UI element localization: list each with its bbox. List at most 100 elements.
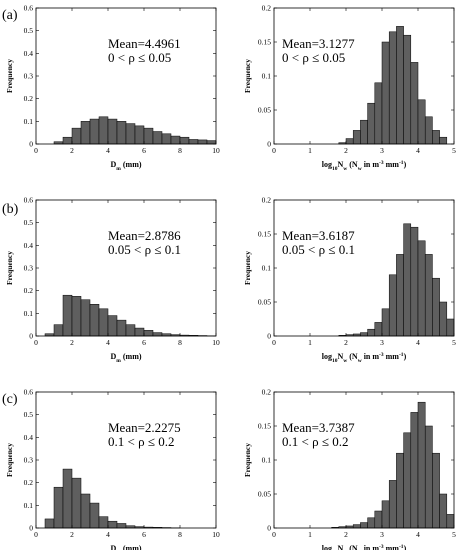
x-tick-label: 4 [416, 146, 420, 155]
histogram-bar [432, 277, 440, 337]
histogram-bar [352, 524, 361, 529]
histogram-bar [403, 223, 412, 337]
y-tick-label: 0.1 [24, 117, 34, 126]
rho-range-annotation: 0.1 < ρ ≤ 0.2 [108, 434, 174, 449]
histogram-bar [89, 118, 100, 145]
histogram-bar [381, 500, 390, 529]
x-tick-label: 0 [272, 146, 276, 155]
histogram-bar [439, 301, 448, 337]
y-tick-label: 0.4 [24, 49, 34, 58]
histogram-bar [360, 522, 368, 529]
y-tick-label: 0.05 [258, 106, 271, 115]
x-tick-label: 8 [178, 338, 182, 347]
x-tick-label: 6 [142, 530, 146, 539]
histogram-bar [381, 41, 390, 145]
y-axis-label: Frequency [243, 251, 252, 285]
mean-annotation: Mean=3.7387 [282, 420, 355, 435]
histogram-bar [80, 493, 91, 529]
x-axis-label: Dm (mm) [110, 352, 141, 364]
x-tick-label: 8 [178, 146, 182, 155]
rho-range-annotation: 0 < ρ ≤ 0.05 [108, 50, 171, 65]
histogram-bar [143, 330, 154, 337]
x-tick-label: 1 [308, 146, 312, 155]
histogram-bar [134, 125, 145, 145]
y-tick-label: 0.1 [24, 309, 34, 318]
x-tick-label: 0 [272, 530, 276, 539]
histogram-bar [446, 514, 455, 529]
histogram-bar [396, 26, 404, 145]
y-tick-label: 0.15 [258, 38, 271, 47]
histogram-bar [360, 119, 368, 145]
x-axis-label: log10Nw (Nw in m-3 mm-1) [322, 544, 407, 550]
x-tick-label: 4 [416, 530, 420, 539]
histogram-bar [53, 486, 64, 529]
x-axis-label: log10Nw (Nw in m-3 mm-1) [322, 160, 407, 172]
histogram-bar [125, 123, 136, 145]
histogram-bar [446, 318, 455, 337]
histogram-bar [62, 294, 73, 337]
histogram-bar [107, 520, 118, 529]
y-tick-label: 0.3 [24, 72, 34, 81]
y-axis-label: Frequency [243, 59, 252, 93]
chart-panel: 0 2 4 6 8 10 0 0.1 0.2 0.3 0.4 0.5 0.6 Frequency Dm (m… [5, 4, 220, 173]
x-tick-label: 3 [380, 146, 384, 155]
chart-panel: 0 2 4 6 8 10 0 0.1 0.2 0.3 0.4 0.5 0.6 Frequency Dm (m… [5, 196, 220, 365]
histogram-bar [107, 118, 118, 145]
x-tick-label: 5 [452, 146, 456, 155]
x-tick-label: 4 [106, 530, 110, 539]
y-axis-label: Frequency [5, 443, 14, 477]
x-axis-label: Dm (mm) [110, 544, 141, 550]
y-tick-label: 0.5 [24, 218, 34, 227]
histogram-bar [432, 452, 440, 529]
chart-panel: 0 2 4 6 8 10 0 0.1 0.2 0.3 0.4 0.5 0.6 Frequency Dm (m… [5, 388, 220, 550]
y-tick-label: 0.15 [258, 422, 271, 431]
histogram-bar [197, 139, 208, 145]
x-tick-label: 10 [212, 530, 220, 539]
y-tick-label: 0.3 [24, 456, 34, 465]
histogram-bar [424, 425, 433, 529]
x-tick-label: 6 [142, 146, 146, 155]
histogram-bar [170, 135, 181, 145]
histogram-bar [388, 274, 397, 337]
histogram-bar [80, 121, 91, 145]
y-tick-label: 0.1 [262, 264, 272, 273]
histogram-bar [439, 136, 448, 145]
mean-annotation: Mean=3.6187 [282, 228, 355, 243]
histogram-bar [161, 133, 172, 145]
histogram-bar [98, 308, 109, 337]
y-axis-label: Frequency [243, 443, 252, 477]
x-tick-label: 3 [380, 530, 384, 539]
y-tick-label: 0.5 [24, 26, 34, 35]
x-tick-label: 10 [212, 146, 220, 155]
histogram-bar [410, 62, 419, 145]
histogram-bar [116, 319, 127, 337]
histogram-bar [367, 517, 376, 529]
histogram-bar [432, 130, 440, 145]
chart-panel: 0 1 2 3 4 5 0 0.05 0.1 0.15 0.2 Frequency log10Nw (N… [243, 388, 456, 550]
y-tick-label: 0.2 [24, 94, 34, 103]
histogram-bar [417, 99, 426, 145]
rho-range-annotation: 0.05 < ρ ≤ 0.1 [282, 242, 355, 257]
histogram-bar [381, 308, 390, 337]
histogram-bar [388, 480, 397, 529]
histogram-bar [98, 516, 109, 529]
x-tick-label: 8 [178, 530, 182, 539]
histogram-bar [62, 468, 73, 529]
x-tick-label: 5 [452, 338, 456, 347]
histogram-bar [424, 116, 433, 145]
x-tick-label: 2 [70, 338, 74, 347]
x-tick-label: 2 [344, 338, 348, 347]
histogram-bar [89, 502, 100, 529]
histogram-bar [345, 138, 354, 145]
x-tick-label: 0 [34, 338, 38, 347]
y-tick-label: 0 [267, 524, 271, 533]
histogram-bar [403, 34, 412, 145]
y-tick-label: 0.6 [24, 4, 34, 13]
chart-panel: 0 1 2 3 4 5 0 0.05 0.1 0.15 0.2 Frequency log10Nw (N… [243, 196, 456, 365]
rho-range-annotation: 0 < ρ ≤ 0.05 [282, 50, 345, 65]
histogram-bar [367, 328, 376, 337]
y-tick-label: 0.2 [262, 4, 272, 13]
y-tick-label: 0.05 [258, 298, 271, 307]
histogram-bar [152, 131, 163, 145]
